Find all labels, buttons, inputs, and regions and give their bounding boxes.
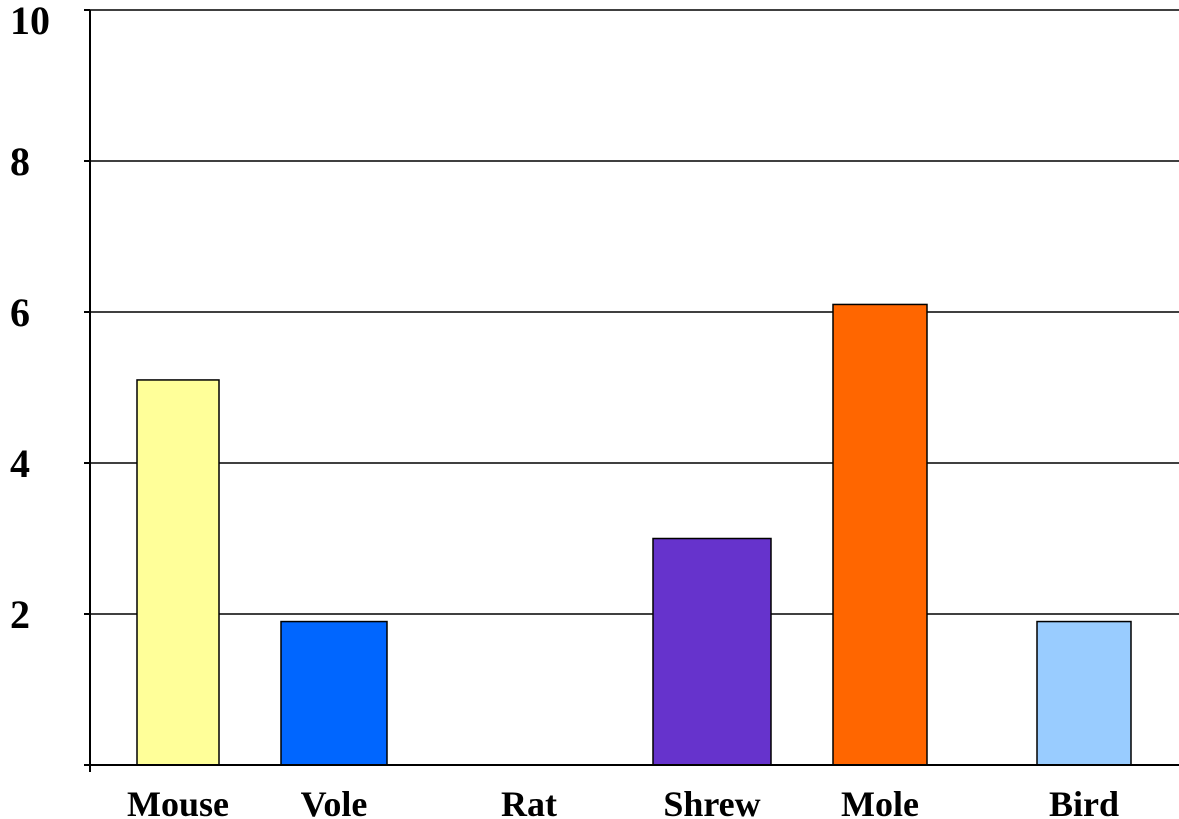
bar-bird [1036,620,1132,766]
y-tick-labels: 2 4 6 8 10 [10,0,50,637]
y-tick-label: 2 [10,592,30,637]
gridlines [90,9,1179,615]
bars [136,303,1132,766]
x-category-label-mole: Mole [841,784,919,819]
y-tick-marks [84,9,90,615]
x-category-labels: Mouse Vole Rat Shrew Mole Bird [127,784,1119,819]
x-category-label-vole: Vole [301,784,368,819]
x-category-label-bird: Bird [1049,784,1119,819]
y-tick-label: 10 [10,0,50,43]
y-tick-label: 8 [10,139,30,184]
x-category-label-mouse: Mouse [127,784,229,819]
y-tick-label: 6 [10,290,30,335]
bar-mouse [136,379,220,766]
y-tick-label: 4 [10,441,30,486]
x-category-label-rat: Rat [501,784,557,819]
bar-mole [832,303,928,766]
bar-vole [280,620,388,766]
x-category-label-shrew: Shrew [663,784,760,819]
bar-shrew [652,537,772,766]
